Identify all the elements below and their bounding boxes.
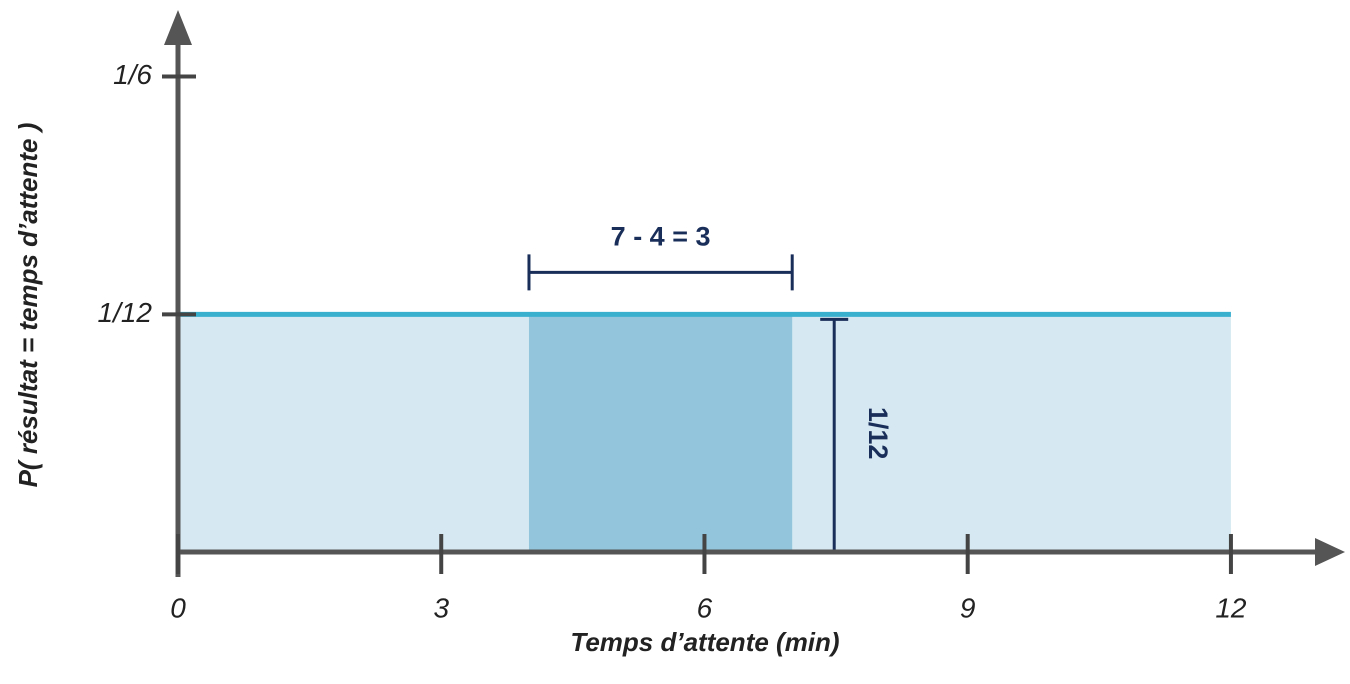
- y-tick-label: 1/12: [98, 297, 153, 328]
- x-tick-label: 9: [960, 592, 976, 623]
- y-axis-label: P( résultat = temps d’attente ): [13, 123, 43, 488]
- x-tick-label: 3: [433, 592, 449, 623]
- highlight-area: [528, 314, 793, 552]
- x-tick-label: 12: [1215, 592, 1247, 623]
- width-bracket: [527, 254, 794, 291]
- x-tick-label: 0: [170, 592, 186, 623]
- x-arrow: [1315, 538, 1345, 566]
- x-axis-label: Temps d’attente (min): [570, 627, 839, 657]
- height-annotation: 1/12: [863, 407, 893, 460]
- y-arrow: [164, 10, 192, 45]
- x-tick-label: 6: [697, 592, 713, 623]
- width-annotation: 7 - 4 = 3: [611, 222, 711, 252]
- y-tick-label: 1/6: [113, 59, 152, 90]
